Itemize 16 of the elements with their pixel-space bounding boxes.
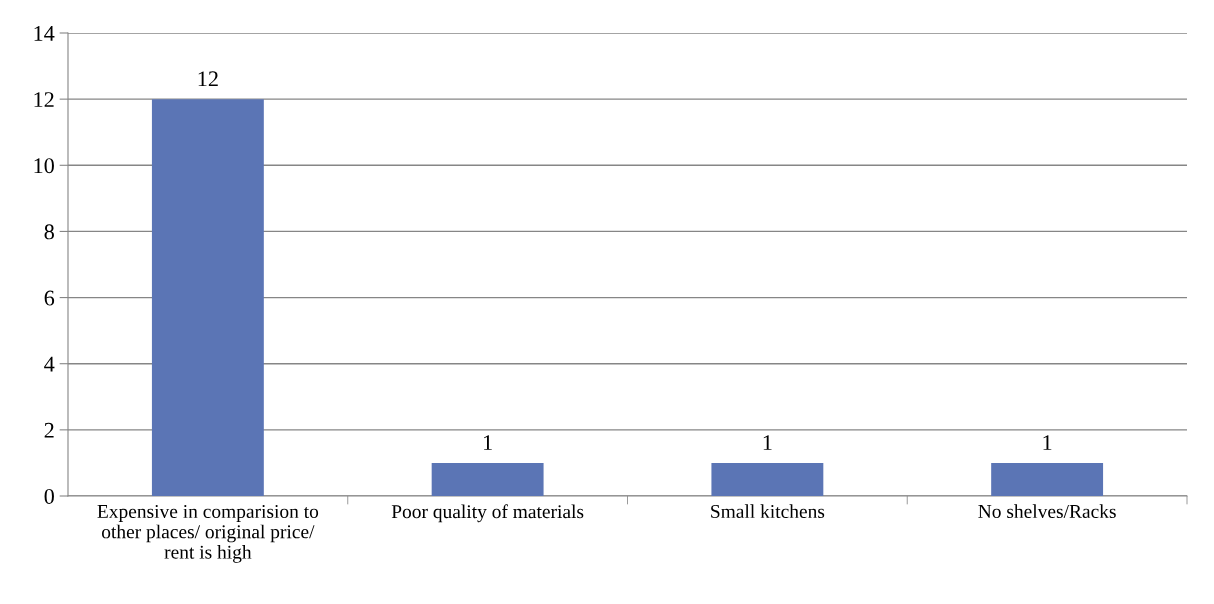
y-tick-label: 8 bbox=[44, 224, 54, 240]
y-tick-label: 14 bbox=[34, 26, 55, 41]
y-tick-label: 2 bbox=[44, 422, 54, 438]
x-tick-label: No shelves/Racks bbox=[978, 504, 1116, 519]
data-label: 1 bbox=[484, 435, 492, 450]
y-tick-label: 10 bbox=[34, 158, 54, 174]
data-label: 12 bbox=[198, 71, 218, 87]
x-tick-label: Poor quality of materials bbox=[391, 504, 584, 523]
y-tick-label: 12 bbox=[34, 92, 54, 107]
data-label: 1 bbox=[1043, 435, 1052, 450]
y-tick-label: 6 bbox=[44, 290, 55, 306]
data-label: 1 bbox=[763, 435, 772, 450]
x-tick-label: Small kitchens bbox=[711, 504, 825, 519]
y-tick-label: 4 bbox=[44, 356, 55, 372]
x-tick-label: Expensive in comparision to other places/ original price/ rent is high bbox=[97, 504, 319, 563]
y-tick-label: 0 bbox=[44, 488, 54, 504]
